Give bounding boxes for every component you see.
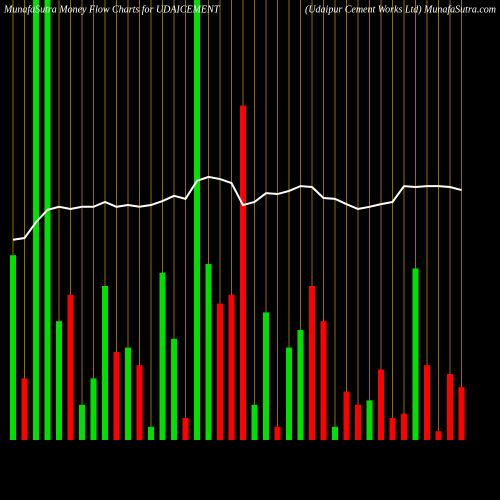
bar [424,365,430,440]
bar [332,426,338,440]
bar [136,365,143,440]
bar [320,321,327,440]
line [12,175,462,241]
bar [182,418,189,440]
bar [102,286,108,440]
bar [251,404,258,440]
bar [159,272,166,440]
bar [297,330,304,440]
plot [10,0,465,440]
bar [217,303,223,440]
bar [366,400,373,440]
bar [286,347,292,440]
bar [125,347,131,440]
bar [44,0,51,440]
bar [240,105,246,440]
bar [355,404,361,440]
bar [389,418,396,440]
bar [79,404,85,440]
bar [56,321,62,440]
chart-title: MunafaSutra Money Flow Charts for UDAICE… [3,4,221,15]
bar [412,268,419,440]
bar [90,378,97,440]
bar [228,294,235,440]
bar [274,426,281,440]
chart-subtitle: (Udaipur Cement Works Ltd) MunafaSutra.c… [305,4,496,15]
bar [458,387,465,440]
bar [33,0,39,440]
bar [148,426,154,440]
bar [263,312,269,440]
bar [171,338,177,440]
bar [435,431,442,440]
bar [447,374,453,440]
bar [113,352,120,440]
bar [21,378,28,440]
bar [194,0,200,440]
bar [309,286,315,440]
bar [343,391,350,440]
bar [401,413,407,440]
bar [67,294,74,440]
bar [10,255,16,440]
bar [205,264,212,440]
bar [378,369,384,440]
